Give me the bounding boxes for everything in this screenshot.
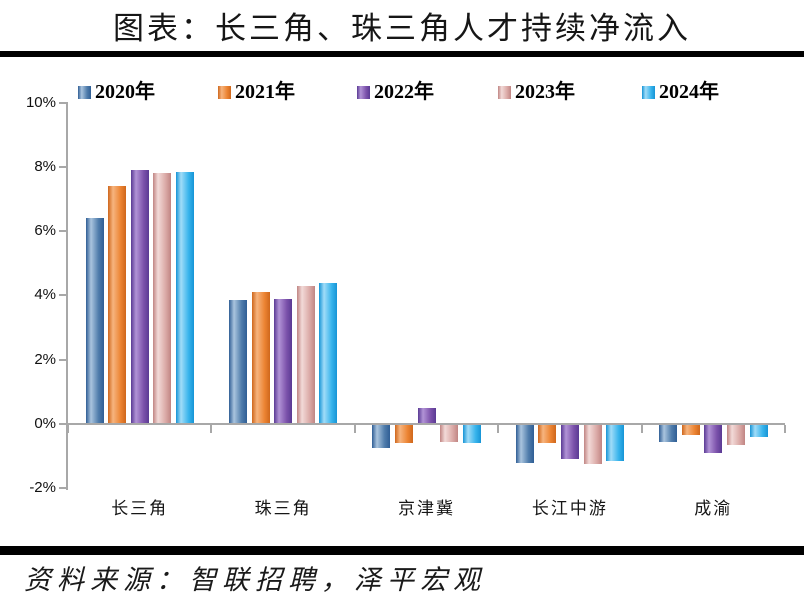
y-axis-label: 0% xyxy=(34,415,56,432)
x-axis-category-tick xyxy=(640,425,643,433)
bar-s3-c4 xyxy=(726,424,745,445)
legend-swatch-icon xyxy=(498,85,511,99)
legend-label: 2023年 xyxy=(515,81,575,103)
y-axis-label: 8% xyxy=(34,157,56,175)
y-axis-tick xyxy=(59,358,66,361)
legend-item-1: 2021年 xyxy=(218,82,295,102)
bar-s2-c2 xyxy=(417,407,436,424)
bar-s2-c4 xyxy=(704,424,723,453)
bar-s3-c3 xyxy=(583,424,602,465)
bar-s1-c1 xyxy=(251,292,270,424)
x-axis-label: 京津冀 xyxy=(398,499,455,518)
bar-s4-c1 xyxy=(319,282,338,424)
legend-item-2: 2022年 xyxy=(357,82,434,102)
y-axis-label: 4% xyxy=(34,286,56,304)
legend-label: 2020年 xyxy=(95,81,155,103)
legend-label: 2021年 xyxy=(235,81,295,103)
bar-s1-c4 xyxy=(681,424,700,436)
bar-s0-c2 xyxy=(372,424,391,449)
source-note: 资料来源：智联招聘，泽平宏观 xyxy=(24,565,486,595)
bar-s4-c3 xyxy=(606,424,625,461)
y-axis-tick xyxy=(59,487,66,490)
bar-s0-c3 xyxy=(515,424,534,463)
bar-s1-c3 xyxy=(538,424,557,444)
y-axis-tick xyxy=(59,294,66,297)
y-axis-tick xyxy=(59,230,66,233)
legend-item-4: 2024年 xyxy=(642,82,719,102)
y-axis-label: -2% xyxy=(29,479,56,497)
bar-s0-c1 xyxy=(228,300,247,424)
bar-s0-c0 xyxy=(85,218,104,424)
y-axis-label: 2% xyxy=(34,350,56,368)
bar-s3-c0 xyxy=(153,173,172,424)
legend-label: 2024年 xyxy=(659,81,719,103)
x-axis-label: 长三角 xyxy=(111,499,169,518)
x-axis-label: 成渝 xyxy=(694,499,733,518)
bar-s3-c2 xyxy=(440,424,459,442)
bar-s2-c1 xyxy=(274,298,293,424)
legend-swatch-icon xyxy=(642,85,655,99)
x-axis-category-tick xyxy=(353,425,356,433)
bar-s4-c0 xyxy=(175,171,194,424)
legend-item-0: 2020年 xyxy=(78,82,155,102)
x-axis-category-tick xyxy=(210,425,213,433)
legend-swatch-icon xyxy=(218,85,231,99)
x-axis-category-tick xyxy=(67,425,69,433)
y-axis-tick xyxy=(59,101,66,104)
bar-s4-c2 xyxy=(462,424,481,444)
bar-s1-c0 xyxy=(108,186,127,424)
y-axis-tick xyxy=(59,165,66,168)
footer-divider xyxy=(0,546,804,555)
x-axis-baseline xyxy=(68,423,785,425)
x-axis-label: 珠三角 xyxy=(254,499,312,518)
x-axis-category-tick xyxy=(497,425,500,433)
page-title: 图表：长三角、珠三角人才持续净流入 xyxy=(113,11,691,46)
x-axis-label: 长江中游 xyxy=(531,499,608,518)
y-axis-line xyxy=(66,102,68,490)
title-divider xyxy=(0,51,804,57)
y-axis-label: 10% xyxy=(25,93,56,111)
bar-s2-c3 xyxy=(560,424,579,460)
bar-s1-c2 xyxy=(394,424,413,444)
x-axis-category-tick xyxy=(784,425,786,433)
bar-s2-c0 xyxy=(130,170,149,424)
y-axis-label: 6% xyxy=(34,222,56,240)
legend-item-3: 2023年 xyxy=(498,82,575,102)
bar-s3-c1 xyxy=(296,285,315,424)
bar-s4-c4 xyxy=(749,424,768,437)
legend-swatch-icon xyxy=(78,85,91,99)
bar-s0-c4 xyxy=(659,424,678,442)
legend-label: 2022年 xyxy=(374,81,434,103)
y-axis-tick xyxy=(59,423,66,425)
legend-swatch-icon xyxy=(357,85,370,99)
